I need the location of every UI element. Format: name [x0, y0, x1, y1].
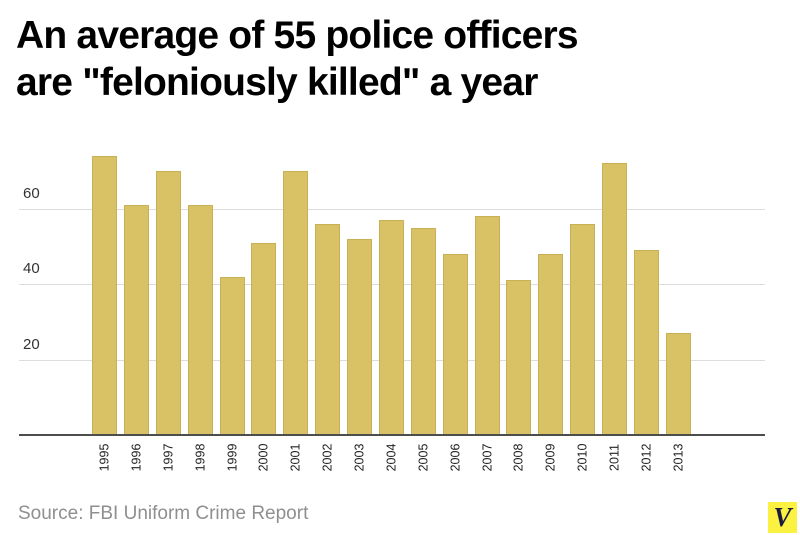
x-tick-label-1998: 1998 [193, 443, 207, 471]
x-tick-label-2012: 2012 [639, 443, 653, 471]
x-tick-label-2008: 2008 [511, 443, 525, 471]
y-tick-label-60: 60 [23, 184, 40, 202]
bar-2000 [251, 243, 276, 435]
vox-logo: V [768, 502, 797, 533]
bar-2011 [602, 163, 627, 435]
x-tick-label-2003: 2003 [352, 443, 366, 471]
x-tick-label-2005: 2005 [416, 443, 430, 471]
bar-1999 [220, 277, 245, 435]
bar-2002 [315, 224, 340, 435]
bar-1995 [92, 156, 117, 435]
y-tick-label-20: 20 [23, 335, 40, 353]
bar-1998 [188, 205, 213, 435]
x-tick-label-2011: 2011 [607, 443, 621, 471]
bar-2010 [570, 224, 595, 435]
x-tick-label-2010: 2010 [575, 443, 589, 471]
x-tick-label-2013: 2013 [671, 443, 685, 471]
bar-2007 [475, 216, 500, 435]
bar-2003 [347, 239, 372, 435]
x-tick-label-2000: 2000 [256, 443, 270, 471]
bar-2009 [538, 254, 563, 435]
gridline-60 [19, 208, 765, 210]
bar-1996 [124, 205, 149, 435]
bar-2006 [443, 254, 468, 435]
x-tick-label-1997: 1997 [161, 443, 175, 471]
bar-2013 [666, 333, 691, 435]
chart-title: An average of 55 police officers are "fe… [16, 12, 579, 106]
x-tick-label-2006: 2006 [448, 443, 462, 471]
bar-2005 [411, 228, 436, 435]
x-tick-label-2001: 2001 [288, 443, 302, 471]
x-axis-line [19, 434, 765, 436]
bar-2001 [283, 171, 308, 435]
bar-2004 [379, 220, 404, 435]
x-tick-label-2004: 2004 [384, 443, 398, 471]
vox-logo-letter: V [773, 502, 792, 532]
chart-title-line1: An average of 55 police officers [16, 14, 579, 57]
bar-1997 [156, 171, 181, 435]
bar-2012 [634, 250, 659, 435]
x-tick-label-1995: 1995 [97, 443, 111, 471]
source-credit: Source: FBI Uniform Crime Report [18, 503, 309, 524]
x-tick-label-1996: 1996 [129, 443, 143, 471]
x-tick-label-2009: 2009 [543, 443, 557, 471]
x-tick-label-2002: 2002 [320, 443, 334, 471]
bar-2008 [506, 280, 531, 435]
x-tick-label-1999: 1999 [225, 443, 239, 471]
y-tick-label-40: 40 [23, 260, 40, 278]
chart-title-line2: are "feloniously killed" a year [16, 61, 538, 104]
x-tick-label-2007: 2007 [480, 443, 494, 471]
